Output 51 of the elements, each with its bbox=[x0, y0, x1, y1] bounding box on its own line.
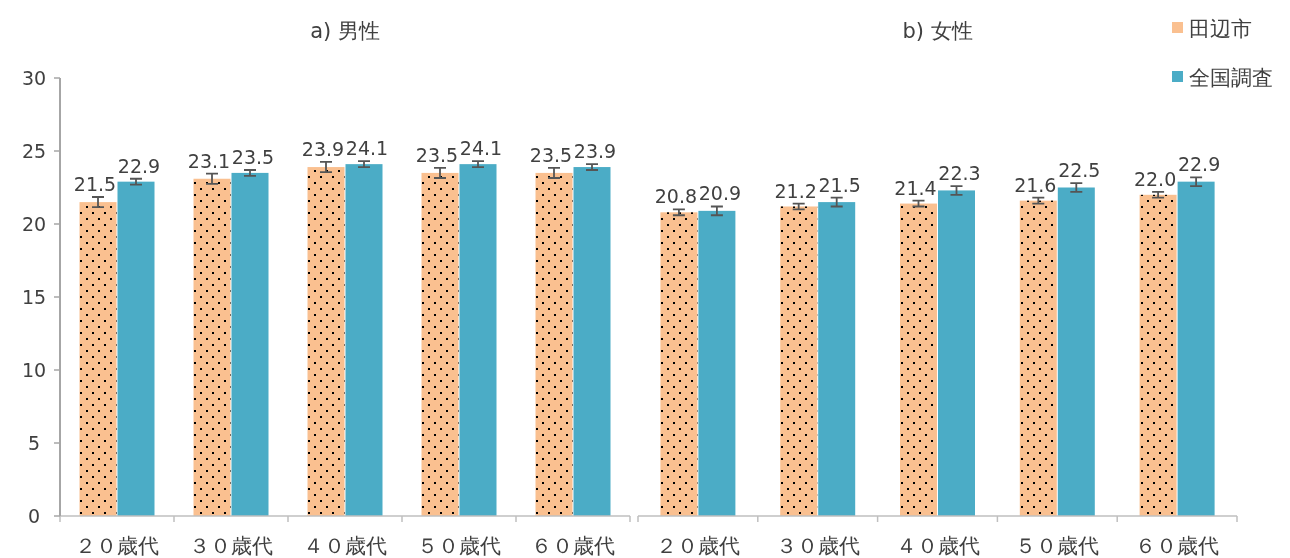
data-label: 21.2 bbox=[774, 179, 817, 202]
bar bbox=[345, 164, 383, 516]
x-tick-label: ２０歳代 bbox=[655, 534, 740, 558]
bar bbox=[459, 164, 497, 516]
x-tick-label: ６０歳代 bbox=[1135, 534, 1220, 558]
chart-title: b) 女性 bbox=[902, 19, 973, 43]
data-label: 23.5 bbox=[529, 143, 573, 166]
bar bbox=[231, 172, 269, 516]
data-label: 21.6 bbox=[1014, 173, 1057, 196]
data-label: 23.5 bbox=[231, 145, 275, 168]
data-label: 23.5 bbox=[415, 143, 459, 166]
data-label: 21.5 bbox=[818, 173, 861, 196]
data-label: 22.5 bbox=[1058, 159, 1101, 182]
x-tick-label: ２０歳代 bbox=[75, 534, 159, 558]
legend-label: 全国調査 bbox=[1189, 66, 1273, 90]
data-label: 21.5 bbox=[73, 172, 117, 195]
data-label: 21.4 bbox=[894, 176, 937, 199]
y-tick-label: 15 bbox=[21, 286, 47, 308]
y-tick-label: 25 bbox=[21, 140, 47, 162]
x-tick-label: ３０歳代 bbox=[189, 534, 273, 558]
x-tick-label: ５０歳代 bbox=[1015, 534, 1100, 558]
data-label: 23.9 bbox=[573, 140, 617, 163]
bar bbox=[117, 181, 155, 516]
x-tick-label: ３０歳代 bbox=[775, 534, 860, 558]
y-tick-label: 20 bbox=[21, 213, 47, 235]
bar bbox=[1057, 187, 1095, 516]
data-label: 22.0 bbox=[1133, 167, 1177, 190]
bar bbox=[573, 167, 611, 516]
data-label: 20.9 bbox=[698, 182, 742, 205]
bar bbox=[818, 202, 856, 516]
bar bbox=[938, 190, 975, 516]
data-label: 24.1 bbox=[345, 137, 389, 160]
y-tick-label: 10 bbox=[21, 359, 47, 381]
data-label: 24.1 bbox=[459, 137, 503, 160]
bar bbox=[698, 210, 736, 516]
x-tick-label: ４０歳代 bbox=[895, 534, 980, 558]
data-label: 22.9 bbox=[1177, 153, 1221, 176]
data-label: 23.9 bbox=[301, 137, 345, 160]
x-tick-label: ６０歳代 bbox=[531, 534, 615, 558]
data-label: 20.8 bbox=[654, 185, 698, 208]
data-label: 23.1 bbox=[187, 149, 231, 172]
bar bbox=[1177, 181, 1215, 516]
y-tick-label: 5 bbox=[27, 432, 41, 454]
x-tick-label: ４０歳代 bbox=[303, 534, 387, 558]
chart-title: a) 男性 bbox=[310, 19, 380, 43]
x-tick-label: ５０歳代 bbox=[417, 534, 501, 558]
data-label: 22.9 bbox=[117, 154, 161, 177]
y-tick-label: 30 bbox=[21, 67, 47, 89]
y-tick-label: 0 bbox=[27, 505, 41, 527]
legend-label: 田辺市 bbox=[1189, 17, 1252, 41]
data-label: 22.3 bbox=[938, 162, 981, 185]
